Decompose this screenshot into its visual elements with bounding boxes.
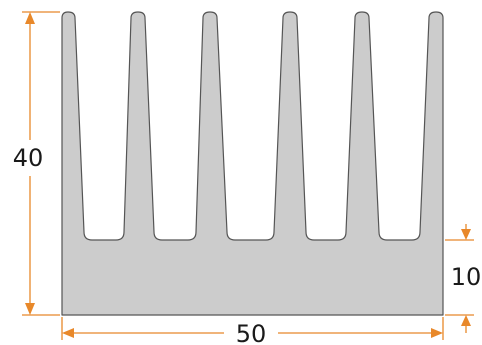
heatsink-profile	[61, 11, 444, 316]
base-thickness-label: 10	[451, 263, 482, 291]
base-thickness-dimension: 10	[445, 224, 481, 333]
height-arrow-up	[25, 12, 35, 24]
width-label: 50	[236, 320, 267, 345]
height-arrow-down	[25, 303, 35, 315]
base-arrow-down	[461, 229, 471, 240]
width-dimension: 50	[61, 317, 444, 345]
height-label: 40	[13, 144, 44, 172]
width-arrow-right	[431, 328, 443, 338]
width-arrow-left	[62, 328, 74, 338]
base-arrow-up	[461, 315, 471, 326]
height-dimension: 40	[13, 11, 60, 316]
